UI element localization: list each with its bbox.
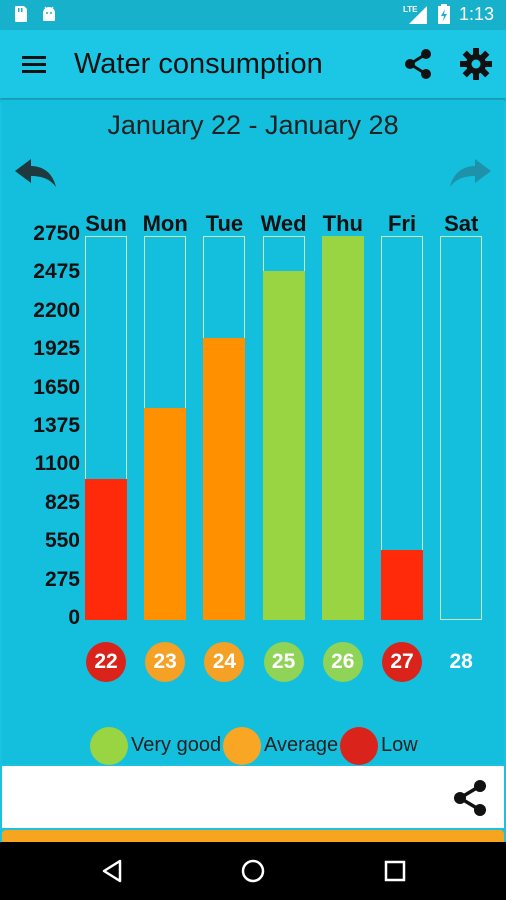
share-bar <box>2 766 504 828</box>
menu-icon[interactable] <box>20 50 48 78</box>
share-icon[interactable] <box>450 778 490 818</box>
y-tick-label: 2750 <box>33 222 80 245</box>
previous-week-arrow-icon[interactable] <box>12 155 58 191</box>
lte-signal-icon: LTE <box>403 5 427 24</box>
y-tick-label: 825 <box>44 490 80 514</box>
day-label: Sun <box>85 211 127 236</box>
svg-text:LTE: LTE <box>403 5 418 14</box>
y-tick-label: 275 <box>44 567 80 591</box>
bar[interactable] <box>321 236 364 620</box>
bar[interactable] <box>203 337 246 620</box>
next-week-arrow-icon[interactable] <box>448 155 494 191</box>
day-label: Fri <box>387 211 417 236</box>
date-circle[interactable]: 26 <box>322 642 363 682</box>
legend-label: Low <box>381 734 418 756</box>
share-icon[interactable] <box>402 48 434 80</box>
battery-charging-icon <box>437 4 450 24</box>
legend-label: Very good <box>131 734 222 756</box>
bar[interactable] <box>144 407 187 620</box>
y-tick-label: 1100 <box>34 452 80 476</box>
date-circle[interactable]: 25 <box>263 642 304 682</box>
back-triangle-icon[interactable] <box>98 857 126 885</box>
system-nav-bar <box>0 842 506 900</box>
legend-swatch <box>90 727 128 765</box>
y-tick-label: 0 <box>68 606 80 629</box>
day-label: Wed <box>260 211 307 236</box>
y-tick-label: 2200 <box>33 298 80 322</box>
date-circle[interactable]: 27 <box>382 642 422 682</box>
day-label: Mon <box>142 211 188 236</box>
android-icon <box>43 6 55 21</box>
legend-label: Average <box>264 734 339 756</box>
date-circle[interactable]: 24 <box>204 642 245 682</box>
y-tick-label: 550 <box>44 529 80 553</box>
sd-card-icon <box>15 6 27 22</box>
bar[interactable] <box>381 550 423 620</box>
day-label: Sat <box>444 211 479 236</box>
bar[interactable] <box>262 270 305 620</box>
date-circle[interactable]: 23 <box>145 642 186 682</box>
y-tick-label: 1925 <box>33 337 80 361</box>
page-title: Water consumption <box>74 48 323 80</box>
y-tick-label: 2475 <box>33 260 80 284</box>
settings-gear-icon[interactable] <box>458 46 494 82</box>
clock: 1:13 <box>458 3 494 24</box>
bar-outline <box>440 236 483 620</box>
date-circle[interactable]: 28 <box>449 650 473 673</box>
week-range: January 22 - January 28 <box>107 110 399 140</box>
legend-swatch <box>340 727 378 765</box>
y-tick-label: 1650 <box>33 375 80 399</box>
app-bar: Water consumption <box>0 30 506 98</box>
home-circle-icon[interactable] <box>239 857 267 885</box>
day-label: Tue <box>205 211 244 236</box>
recents-square-icon[interactable] <box>381 857 409 885</box>
date-circle[interactable]: 22 <box>86 642 126 682</box>
orange-strip <box>2 830 504 842</box>
day-label: Thu <box>322 211 363 236</box>
legend-swatch <box>223 727 261 765</box>
bar[interactable] <box>85 478 127 620</box>
status-bar: LTE 1:13 <box>0 0 506 30</box>
y-tick-label: 1375 <box>33 414 80 437</box>
